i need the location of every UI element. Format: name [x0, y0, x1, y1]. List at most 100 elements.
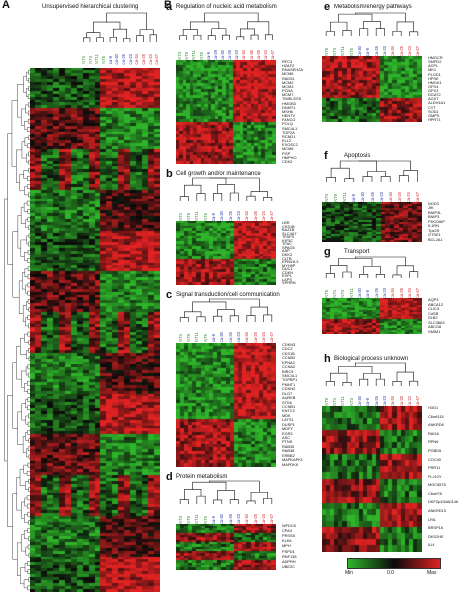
gene-label: MDFY: [282, 426, 294, 432]
sample-label: ca-9: [205, 51, 211, 60]
sample-label: NT11: [194, 514, 200, 524]
panel-g-dendrogram: [325, 256, 419, 278]
panel-c-sample-labels: NT4 NT9 NT11 NT5 ca-9 ca-30 ca-26 ca-23 ca-34 ca-…: [176, 322, 276, 342]
dendrogram-branch: [409, 380, 419, 386]
sample-label: NT9: [323, 398, 329, 406]
sample-label: ca-30: [219, 331, 225, 342]
gene-label: AQP3: [428, 297, 439, 302]
sample-label: NT5: [198, 52, 204, 60]
sample-label: NT3: [177, 52, 183, 60]
sample-label: NT9: [323, 290, 329, 298]
dendrogram-branch: [396, 371, 414, 382]
panel-c-dendrogram: [179, 298, 273, 322]
dendrogram-branch: [113, 28, 127, 39]
dendrogram-branch: [21, 141, 27, 159]
sample-label: ca-34: [390, 45, 396, 56]
sample-label: ca-25: [398, 45, 404, 56]
dendrogram-branch: [27, 94, 30, 99]
dendrogram-branch: [28, 159, 30, 165]
gene-label: BRSP16: [428, 525, 443, 531]
gene-label: MGC5576: [428, 482, 446, 488]
gene-label: ABCG8: [428, 324, 442, 329]
gene-label: MCM3: [282, 83, 294, 89]
panel-b-sample-labels: NT4 NT9 NT11 NT5 ca-9 ca-30 ca-26 ca-23 ca-34 ca-…: [176, 201, 276, 221]
sample-label: ca-26: [373, 395, 379, 406]
legend-min-label: Min: [345, 570, 354, 576]
sample-label: ca-23: [236, 331, 241, 342]
dendrogram-branch: [28, 348, 30, 353]
dendrogram-branch: [392, 380, 402, 386]
gene-label: BNIP3L: [428, 209, 442, 215]
gene-label: PGP: [282, 150, 291, 156]
gene-label: SPAG5: [282, 244, 295, 250]
gene-label: COC40: [428, 456, 441, 462]
sample-label: ca-34: [241, 49, 247, 60]
dendrogram-branch: [25, 104, 29, 114]
dendrogram-branch: [229, 192, 239, 201]
dendrogram-branch: [192, 301, 227, 312]
gene-label: SLB2: [428, 315, 438, 320]
dendrogram-branch: [179, 35, 188, 40]
sample-label: NT4: [177, 334, 183, 342]
sample-label: ca-25: [398, 287, 404, 298]
sample-label: ca-24: [262, 49, 268, 60]
dendrogram-branch: [123, 38, 131, 42]
dendrogram-branch: [17, 542, 22, 576]
dendrogram-branch: [24, 137, 29, 146]
dendrogram-branch: [26, 88, 29, 97]
gene-label: KNTC2: [282, 408, 295, 414]
dendrogram-branch: [342, 271, 352, 278]
sample-label: NT3: [324, 194, 330, 202]
dendrogram-branch: [28, 69, 30, 75]
gene-label: MDK: [282, 412, 291, 418]
gene-label: PMNT1: [282, 381, 296, 387]
dendrogram-branch: [109, 36, 117, 42]
panel-e-dendrogram: [325, 12, 419, 36]
sample-label: NT11: [340, 396, 346, 406]
panel-c-heatmap: [176, 343, 276, 467]
dendrogram-branch: [106, 12, 147, 30]
dendrogram-branch: [192, 481, 227, 491]
dendrogram-branch: [392, 274, 402, 278]
gene-label: CKS1B: [282, 350, 295, 356]
gene-label: RAD51: [282, 75, 295, 81]
sample-label: NT3: [348, 398, 354, 406]
sample-label: NT11: [94, 54, 100, 64]
panel-h-title: Biological process unknown: [334, 356, 409, 362]
gene-label: NOD3: [428, 201, 439, 206]
dendrogram-branch: [339, 160, 377, 172]
dendrogram-branch: [27, 372, 30, 378]
gene-label: PRR11: [428, 465, 441, 471]
dendrogram-branch: [23, 75, 27, 93]
dendrogram-branch: [21, 534, 26, 552]
dendrogram-branch: [27, 405, 30, 411]
sample-label: NT11: [194, 211, 200, 221]
gene-label: DKS2HE: [428, 533, 444, 539]
gene-label: IL1RN: [428, 223, 440, 229]
gene-label: TIMELESS: [282, 96, 302, 102]
gene-label: GPX3: [428, 88, 439, 93]
sample-label: ca-23: [382, 45, 387, 56]
gene-label: ASC: [282, 435, 290, 440]
gene-label: EXOSC2: [282, 142, 298, 148]
sample-label: NT11: [340, 46, 346, 56]
sample-label: ca-30: [360, 191, 366, 202]
dendrogram-branch: [355, 362, 406, 373]
sample-label: NT3: [87, 56, 93, 64]
sample-label: ca-34: [134, 53, 140, 64]
dendrogram-branch: [213, 315, 223, 322]
panel-f-heatmap: [322, 202, 422, 242]
dendrogram-branch: [17, 84, 24, 118]
dendrogram-branch: [236, 36, 245, 40]
dendrogram-branch: [23, 579, 29, 589]
dendrogram-branch: [184, 184, 202, 197]
dendrogram-branch: [396, 265, 414, 275]
panel-g-sample-labels: NT9 NT4 NT3 NT11 ca-30 ca-9 ca-26 ca-23 ca-34 ca-…: [322, 278, 422, 298]
gene-label: JIK: [428, 205, 434, 211]
sample-label: ca-30: [114, 53, 120, 64]
sample-label: ca-9: [211, 212, 216, 221]
gene-label: MK1: [428, 67, 436, 73]
dendrogram-branch: [26, 71, 29, 81]
sample-label: ca-23: [236, 210, 241, 221]
dendrogram-branch: [25, 399, 28, 408]
